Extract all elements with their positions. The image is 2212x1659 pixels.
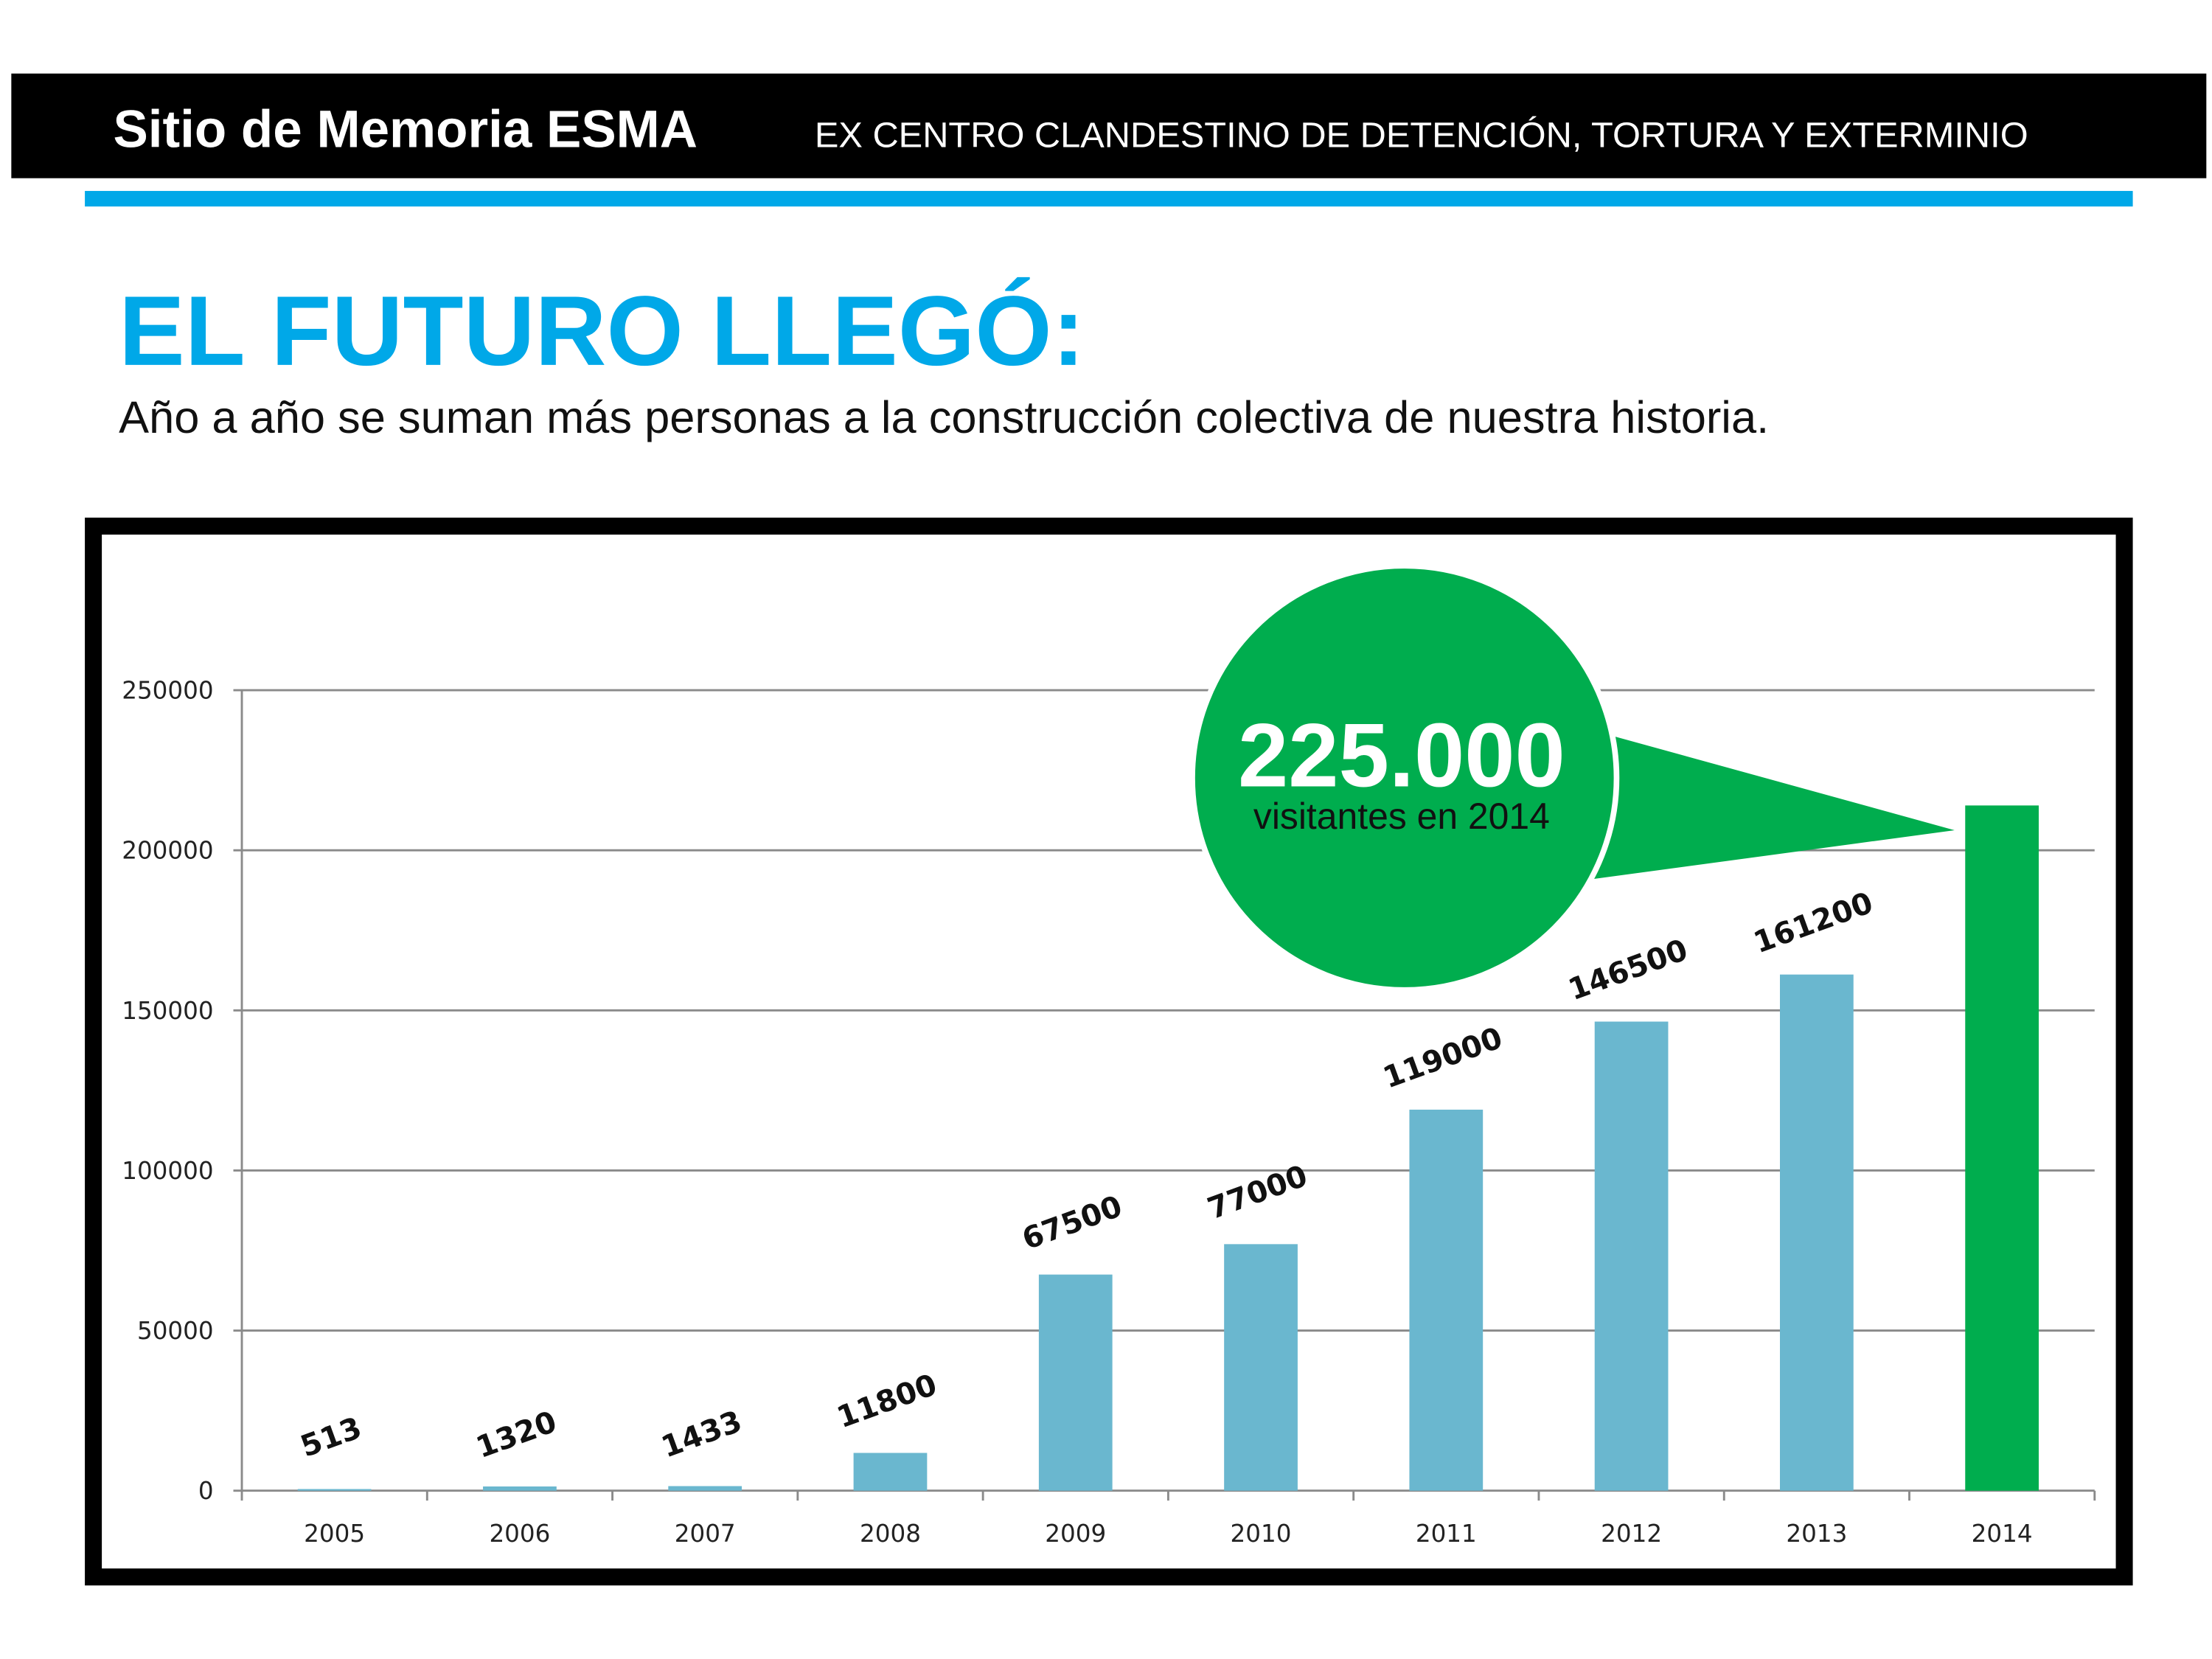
y-tick-label: 150000 (122, 997, 213, 1025)
header-tagline: EX CENTRO CLANDESTINO DE DETENCIÓN, TORT… (815, 115, 2028, 155)
x-tick-label: 2008 (860, 1520, 921, 1548)
x-tick-label: 2009 (1045, 1520, 1106, 1548)
bar-2007 (668, 1486, 742, 1491)
x-tick-label: 2007 (675, 1520, 736, 1548)
chart-grid: 0 50000 100000 150000 200000 250000 (122, 677, 2096, 1505)
bar-2006 (483, 1486, 557, 1491)
header-band (11, 73, 2207, 178)
y-tick-label: 250000 (122, 677, 213, 705)
bar-2010 (1224, 1244, 1298, 1491)
x-tick-label: 2006 (489, 1520, 550, 1548)
page-title: EL FUTURO LLEGÓ: (119, 276, 1085, 386)
x-tick-label: 2014 (1972, 1520, 2033, 1548)
bar-2014 (1965, 805, 2039, 1491)
x-tick-label: 2012 (1601, 1520, 1662, 1548)
accent-line (85, 190, 2133, 207)
bar-2011 (1409, 1109, 1484, 1491)
header-brand: Sitio de Memoria ESMA (113, 100, 698, 159)
callout-bubble: 225.000 visitantes en 2014 (1189, 563, 1955, 993)
y-tick-label: 0 (198, 1477, 214, 1505)
bar-2013 (1780, 974, 1854, 1491)
bar-2005 (297, 1489, 372, 1491)
x-tick-label: 2013 (1786, 1520, 1847, 1548)
callout-circle (1189, 563, 1620, 993)
callout-pointer (1570, 724, 1955, 880)
y-tick-label: 50000 (137, 1317, 214, 1345)
x-tick-label: 2010 (1231, 1520, 1292, 1548)
y-tick-label: 200000 (122, 837, 213, 865)
bar-2008 (853, 1453, 928, 1491)
x-tick-label: 2005 (304, 1520, 365, 1548)
x-tick-label: 2011 (1416, 1520, 1477, 1548)
chart-bars (297, 805, 2039, 1491)
callout-number: 225.000 (1238, 705, 1565, 806)
page-subtitle: Año a año se suman más personas a la con… (119, 392, 1769, 443)
bar-2012 (1594, 1021, 1669, 1491)
bar-2009 (1038, 1274, 1113, 1491)
y-tick-label: 100000 (122, 1157, 213, 1185)
callout-text: visitantes en 2014 (1253, 796, 1550, 837)
